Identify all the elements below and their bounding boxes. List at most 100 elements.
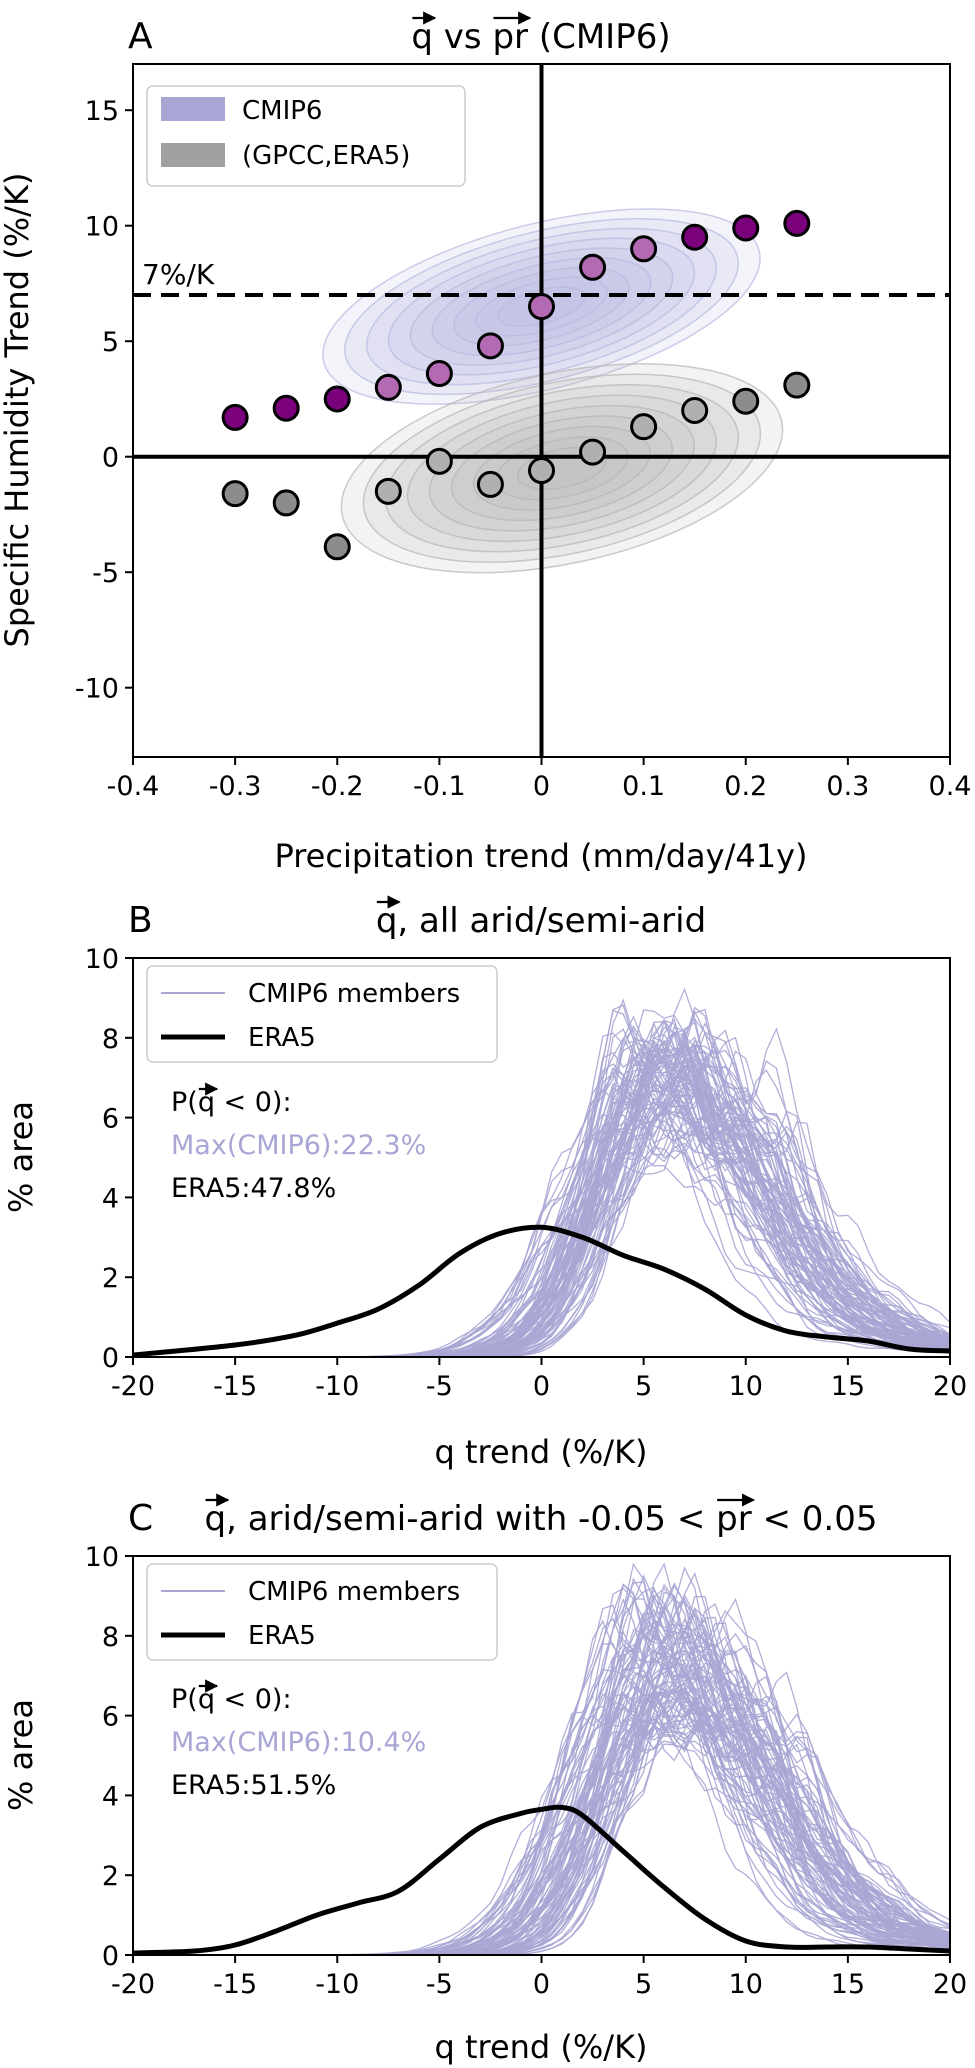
y-tick-label: 15 xyxy=(85,96,119,127)
probability-annotation-c: P(q < 0): Max(CMIP6):10.4% ERA5:51.5% xyxy=(171,1679,426,1801)
cmip6-member-line xyxy=(133,1644,950,1955)
x-tick-label: 0.1 xyxy=(622,771,665,802)
cmip6-member-line xyxy=(133,1110,950,1357)
cmip6-member-line xyxy=(133,1607,950,1955)
x-tick-label: 20 xyxy=(933,1969,967,2000)
cmip6-member-line xyxy=(133,1075,950,1357)
cmip6-member-line xyxy=(133,1581,950,1955)
cmip6-member-line xyxy=(133,1649,950,1955)
x-tick-label: 10 xyxy=(729,1969,763,2000)
point-cmip6 xyxy=(272,394,300,422)
y-tick-label: 6 xyxy=(102,1702,119,1733)
cmip6-member-line xyxy=(133,1091,950,1357)
x-tick-label: 0.2 xyxy=(724,771,767,802)
x-tick-label: 0 xyxy=(533,771,550,802)
x-tick-label: -10 xyxy=(315,1969,359,2000)
cmip6-member-line xyxy=(133,1673,950,1955)
point-gpcc-era5 xyxy=(630,413,658,441)
panel-letter-b: B xyxy=(128,900,153,941)
cmip6-member-line xyxy=(133,1056,950,1357)
legend-b: CMIP6 members ERA5 xyxy=(146,965,498,1063)
x-tick-label: 15 xyxy=(831,1969,865,2000)
cmip6-member-line xyxy=(133,1628,950,1955)
title-q-vector: q xyxy=(376,901,398,941)
cmip6-member-line xyxy=(133,1082,950,1357)
x-tick-label: -0.3 xyxy=(209,771,262,802)
x-tick-label: 5 xyxy=(635,1371,652,1402)
x-tick-label: 15 xyxy=(831,1371,865,1402)
cmip6-member-line xyxy=(133,1033,950,1357)
cmip6-member-line xyxy=(133,1597,950,1955)
title-q-vector: q xyxy=(411,17,433,57)
cmip6-member-line xyxy=(133,1652,950,1955)
cmip6-member-line xyxy=(133,1614,950,1955)
legend-a: CMIP6 (GPCC,ERA5) xyxy=(146,85,466,187)
cmip6-member-line xyxy=(133,1121,950,1357)
cmip6-member-line xyxy=(133,1009,950,1357)
legend-label-era5: ERA5 xyxy=(248,1023,316,1053)
x-tick-label: -0.4 xyxy=(107,771,160,802)
point-gpcc-era5 xyxy=(681,397,709,424)
annotation-prob-label: P(q < 0): xyxy=(171,1087,292,1118)
cmip6-member-line xyxy=(133,1104,950,1357)
axes-a: -0.4 -0.3 -0.2 -0.1 0 0.1 0.2 0.3 0.4 -10 -5 0 5 10 15 xyxy=(75,96,972,802)
title-pr-vector: pr xyxy=(492,17,528,57)
point-gpcc-era5 xyxy=(732,387,760,415)
x-tick-label: -5 xyxy=(426,1969,453,2000)
point-cmip6 xyxy=(425,360,453,388)
axes-c: -20 -15 -10 -5 0 5 10 15 20 0 2 4 6 8 10 xyxy=(85,1542,968,2000)
cmip6-member-line xyxy=(133,1587,950,1955)
cmip6-member-line xyxy=(133,1047,950,1357)
x-tick-label: 0 xyxy=(533,1969,550,2000)
point-gpcc-era5 xyxy=(476,470,504,498)
y-tick-label: 2 xyxy=(102,1861,119,1892)
cmip6-member-line xyxy=(133,1591,950,1955)
x-tick-label: 0.4 xyxy=(929,771,972,802)
panel-c: C q, arid/semi-arid with -0.05 < pr < 0.… xyxy=(2,1493,968,2066)
point-gpcc-era5 xyxy=(783,371,811,399)
y-tick-label: 4 xyxy=(102,1781,119,1812)
cmip6-member-line xyxy=(133,1098,950,1357)
cmip6-member-line xyxy=(133,1581,950,1955)
cmip6-member-line xyxy=(133,1029,950,1357)
annotation-max-cmip6: Max(CMIP6):22.3% xyxy=(171,1130,426,1161)
cmip6-member-line xyxy=(133,1625,950,1955)
x-tick-label: -10 xyxy=(315,1371,359,1402)
cmip6-member-line xyxy=(133,1031,950,1357)
cmip6-member-line xyxy=(133,1019,950,1357)
panel-letter-a: A xyxy=(128,16,153,57)
y-tick-label: 2 xyxy=(102,1263,119,1294)
x-tick-label: -0.2 xyxy=(311,771,364,802)
cmip6-member-line xyxy=(133,1672,950,1955)
point-gpcc-era5 xyxy=(425,447,453,475)
point-gpcc-era5 xyxy=(323,533,351,561)
point-cmip6 xyxy=(476,332,504,360)
x-tick-label: -0.1 xyxy=(413,771,466,802)
y-tick-label: 0 xyxy=(102,1941,119,1972)
cmip6-member-line xyxy=(133,1041,950,1357)
y-axis-label-a: Specific Humidity Trend (%/K) xyxy=(0,173,36,648)
cmip6-member-line xyxy=(133,1630,950,1955)
cmip6-member-line xyxy=(133,1089,950,1357)
reference-line-label: 7%/K xyxy=(142,258,215,291)
cmip6-member-line xyxy=(133,1044,950,1357)
x-tick-label: 10 xyxy=(729,1371,763,1402)
title-pr-vector: pr xyxy=(716,1499,752,1539)
point-gpcc-era5 xyxy=(528,457,555,485)
legend-label-era5: ERA5 xyxy=(248,1621,316,1651)
legend-label-cmip6: CMIP6 xyxy=(242,96,322,126)
y-tick-label: 6 xyxy=(102,1104,119,1135)
cmip6-member-line xyxy=(133,1696,950,1955)
point-cmip6 xyxy=(528,293,555,321)
point-cmip6 xyxy=(374,373,402,401)
cmip6-member-line xyxy=(133,1646,950,1955)
point-gpcc-era5 xyxy=(272,489,300,517)
point-gpcc-era5 xyxy=(221,480,249,508)
panel-letter-c: C xyxy=(128,1498,153,1539)
x-tick-label: -15 xyxy=(213,1969,257,2000)
y-tick-label: 8 xyxy=(102,1024,119,1055)
cmip6-member-line xyxy=(133,1042,950,1357)
x-axis-label-a: Precipitation trend (mm/day/41y) xyxy=(274,837,807,875)
annotation-era5: ERA5:47.8% xyxy=(171,1173,336,1204)
point-cmip6 xyxy=(323,385,351,413)
